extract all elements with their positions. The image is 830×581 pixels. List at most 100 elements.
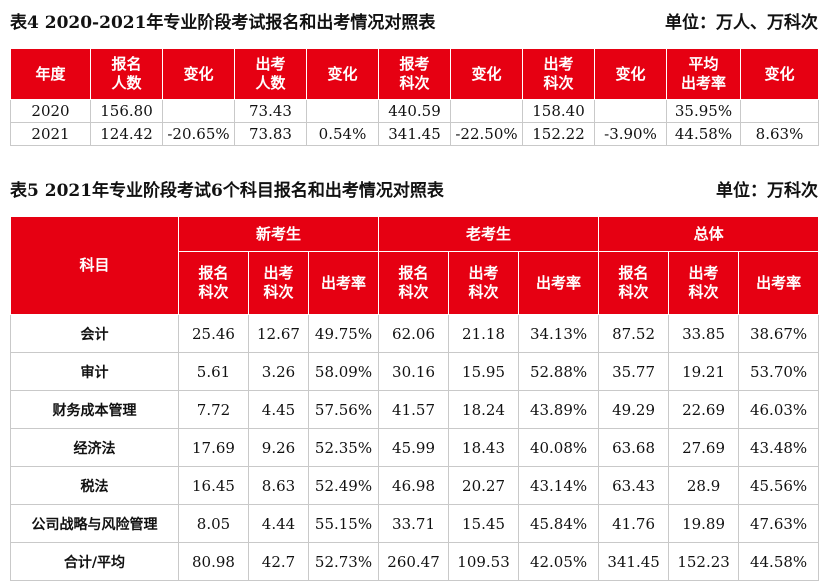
table-row: 财务成本管理 7.72 4.45 57.56% 41.57 18.24 43.89% 49.2… — [10, 390, 820, 429]
table-cell: 19.89 — [668, 504, 740, 543]
table-cell — [450, 99, 523, 123]
table5-body: 会计 25.46 12.67 49.75% 62.06 21.18 34.13% 87.52 3… — [10, 314, 820, 581]
table-row: 2021 124.42 -20.65% 73.83 0.54% 341.45 -… — [10, 122, 819, 146]
table4-title: 表4 2020-2021年专业阶段考试报名和出考情况对照表 — [10, 13, 436, 33]
table-cell: 55.15% — [307, 504, 380, 543]
table-cell: 49.29 — [598, 390, 670, 429]
table5-title: 表5 2021年专业阶段考试6个科目报名和出考情况对照表 — [10, 181, 444, 201]
table-cell: 3.26 — [248, 352, 309, 391]
table4-header: 变化 — [594, 48, 667, 100]
table-row: 合计/平均 80.98 42.7 52.73% 260.47 109.53 42.05% 34… — [10, 542, 820, 581]
table-cell: 21.18 — [448, 314, 520, 353]
table5-sub-header-row: 报名 科次 出考 科次 出考率 报名 科次 出考 科次 出考率 报名 科次 出考 科次 出考… — [11, 251, 820, 315]
table-cell: 73.83 — [234, 122, 307, 146]
table-cell: 73.43 — [234, 99, 307, 123]
table5-sub-header: 出考 科次 — [248, 251, 309, 315]
table-cell: -3.90% — [594, 122, 667, 146]
table-cell: 87.52 — [598, 314, 670, 353]
table5-group-header: 新考生 — [177, 216, 380, 252]
subject-cell: 经济法 — [10, 428, 179, 467]
table-cell: 28.9 — [668, 466, 740, 505]
table-cell: 35.77 — [598, 352, 670, 391]
subject-cell: 税法 — [10, 466, 179, 505]
table5-sub-header: 出考率 — [307, 251, 380, 315]
table5-sub-header: 出考 科次 — [448, 251, 520, 315]
table4-caption: 表4 2020-2021年专业阶段考试报名和出考情况对照表 单位：万人、万科次 — [10, 8, 818, 33]
table5-group-header: 老考生 — [378, 216, 600, 252]
table-cell: 2021 — [10, 122, 91, 146]
table-row: 2020 156.80 73.43 440.59 158.40 35.95% — [10, 99, 819, 123]
table-cell — [740, 99, 819, 123]
table-cell: 42.7 — [248, 542, 309, 581]
subject-cell: 合计/平均 — [10, 542, 179, 581]
table-cell: 27.69 — [668, 428, 740, 467]
table-cell: 25.46 — [178, 314, 249, 353]
table5-subject-header: 科目 — [10, 216, 179, 315]
table4-header: 变化 — [740, 48, 819, 100]
table-cell: 47.63% — [738, 504, 820, 543]
table-cell: 8.63% — [740, 122, 819, 146]
table4-unit: 单位：万人、万科次 — [665, 13, 818, 33]
subject-cell: 公司战略与风险管理 — [10, 504, 179, 543]
table-cell: 158.40 — [522, 99, 595, 123]
table-cell: 152.23 — [668, 542, 740, 581]
table-cell: 20.27 — [448, 466, 520, 505]
table-cell: 9.26 — [248, 428, 309, 467]
table4: 年度 报名 人数 变化 出考 人数 变化 报考 科次 变化 出考 科次 变化 平均 出考率… — [10, 48, 819, 146]
table-cell: 52.35% — [307, 428, 380, 467]
table-cell: 35.95% — [666, 99, 741, 123]
table-cell: 49.75% — [307, 314, 380, 353]
table-cell: 124.42 — [90, 122, 163, 146]
table5-sub-header: 报名 科次 — [378, 251, 450, 315]
table-cell: 46.03% — [738, 390, 820, 429]
table-cell: 63.68 — [598, 428, 670, 467]
table-cell: 40.08% — [518, 428, 600, 467]
table-cell: 2020 — [10, 99, 91, 123]
subject-cell: 会计 — [10, 314, 179, 353]
table-cell: 34.13% — [518, 314, 600, 353]
table-cell: 341.45 — [598, 542, 670, 581]
subject-cell: 审计 — [10, 352, 179, 391]
table-cell: 52.49% — [307, 466, 380, 505]
table-row: 税法 16.45 8.63 52.49% 46.98 20.27 43.14% 63.43 28… — [10, 466, 820, 505]
table-cell: 152.22 — [522, 122, 595, 146]
table-cell: 41.76 — [598, 504, 670, 543]
table-cell: 440.59 — [378, 99, 451, 123]
table-cell: 53.70% — [738, 352, 820, 391]
table-cell: 18.24 — [448, 390, 520, 429]
table-row: 经济法 17.69 9.26 52.35% 45.99 18.43 40.08% 63.68 2… — [10, 428, 820, 467]
table4-header: 出考 科次 — [522, 48, 595, 100]
table-cell: 44.58% — [666, 122, 741, 146]
table-cell: 7.72 — [178, 390, 249, 429]
table5-sub-header: 出考率 — [738, 251, 820, 315]
table-cell: 8.63 — [248, 466, 309, 505]
table-cell: 58.09% — [307, 352, 380, 391]
table-row: 公司战略与风险管理 8.05 4.44 55.15% 33.71 15.45 45.84% 4… — [10, 504, 820, 543]
table-cell: 18.43 — [448, 428, 520, 467]
table5-group-row: 科目 新考生 老考生 总体 — [10, 216, 820, 315]
table-row: 会计 25.46 12.67 49.75% 62.06 21.18 34.13% 87.52 3… — [10, 314, 820, 353]
table4-header-row: 年度 报名 人数 变化 出考 人数 变化 报考 科次 变化 出考 科次 变化 平均 出考率… — [10, 48, 819, 100]
table-cell: 15.95 — [448, 352, 520, 391]
table-cell: 46.98 — [378, 466, 450, 505]
table-cell: 57.56% — [307, 390, 380, 429]
table4-header: 报名 人数 — [90, 48, 163, 100]
table-cell: 43.89% — [518, 390, 600, 429]
table-cell: 52.73% — [307, 542, 380, 581]
table-cell: 63.43 — [598, 466, 670, 505]
table-cell: 52.88% — [518, 352, 600, 391]
table5-sub-header: 出考 科次 — [668, 251, 740, 315]
table-cell: 38.67% — [738, 314, 820, 353]
table-cell: 41.57 — [378, 390, 450, 429]
table-cell: 45.84% — [518, 504, 600, 543]
table4-header: 变化 — [306, 48, 379, 100]
table-cell: 33.71 — [378, 504, 450, 543]
table5-caption: 表5 2021年专业阶段考试6个科目报名和出考情况对照表 单位：万科次 — [10, 176, 818, 201]
table4-header: 变化 — [450, 48, 523, 100]
table-cell: 43.48% — [738, 428, 820, 467]
table-cell — [162, 99, 235, 123]
subject-cell: 财务成本管理 — [10, 390, 179, 429]
table-cell: 30.16 — [378, 352, 450, 391]
table-cell: 109.53 — [448, 542, 520, 581]
table-cell: 341.45 — [378, 122, 451, 146]
